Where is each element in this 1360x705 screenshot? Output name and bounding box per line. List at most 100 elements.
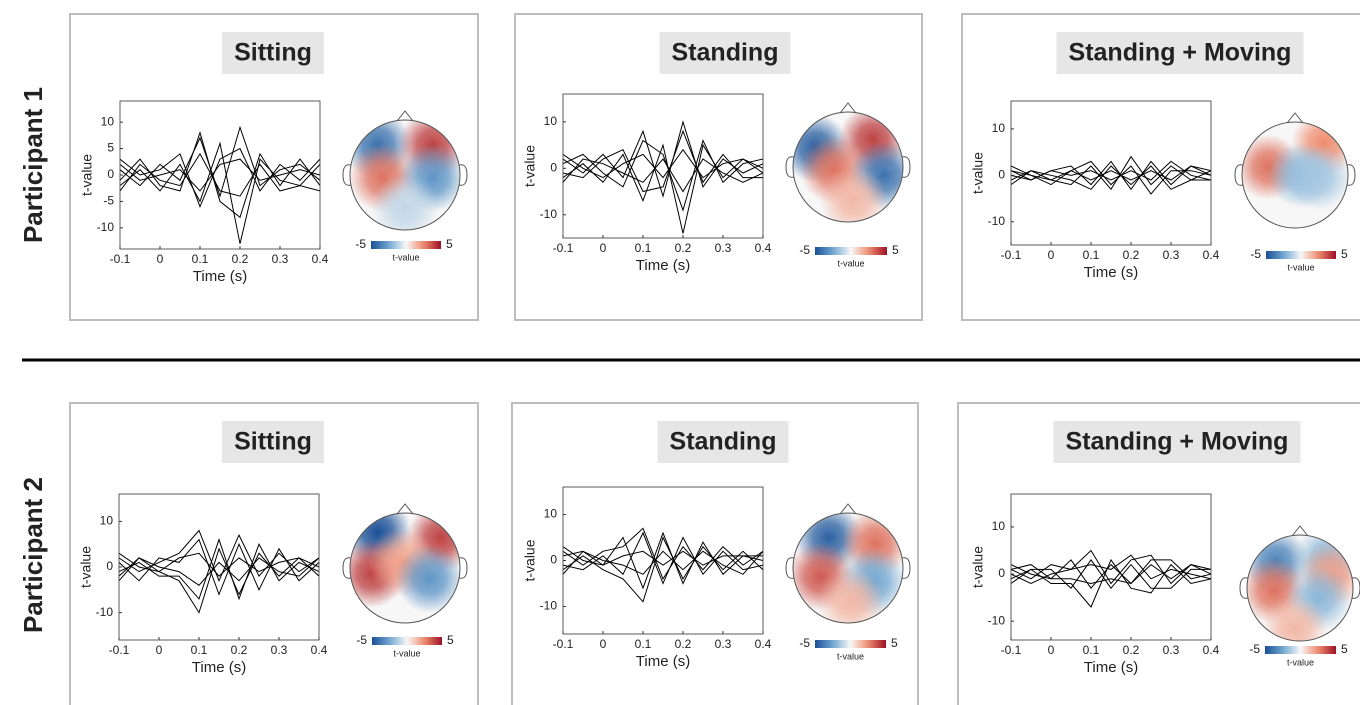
y-tick-label: 10 [101, 114, 115, 128]
y-tick-label: 0 [998, 167, 1005, 181]
topomap [793, 513, 903, 623]
colorbar [1266, 251, 1336, 259]
y-tick-label: 5 [107, 141, 114, 155]
x-axis-label: Time (s) [1084, 659, 1138, 676]
erp-line [120, 152, 320, 197]
erp-line [1011, 554, 1211, 585]
plot-area [119, 529, 319, 614]
x-tick-label: 0.3 [1163, 248, 1180, 262]
colorbar-tick-label: -5 [355, 237, 366, 251]
head-ear [1346, 164, 1356, 186]
erp-line [1011, 160, 1211, 195]
x-tick-label: 0 [156, 643, 163, 657]
erp-line [563, 120, 763, 199]
x-tick-label: 0.3 [715, 241, 732, 255]
y-axis-label: t-value [970, 152, 986, 194]
axes-box [1010, 100, 1212, 246]
x-tick-label: 0 [600, 241, 607, 255]
topomap [793, 112, 903, 222]
head-ear [901, 156, 911, 178]
erp-line [563, 546, 763, 566]
head-ear [785, 156, 795, 178]
topo-blob [395, 544, 460, 614]
erp-line [563, 536, 763, 603]
plot-area [120, 125, 320, 244]
erp-line [120, 125, 320, 198]
topo-blob [819, 165, 888, 222]
y-tick-label: -10 [988, 214, 1006, 228]
panel-title: Standing [670, 428, 777, 456]
head-ear [1239, 577, 1249, 599]
x-tick-label: 0.3 [271, 643, 288, 657]
colorbar-tick-label: 5 [891, 636, 898, 650]
head-outline [1241, 121, 1349, 229]
head-outline [349, 512, 461, 624]
x-axis-label: Time (s) [193, 268, 247, 285]
row-label: Participant 2 [18, 477, 48, 633]
y-axis-label: t-value [78, 546, 94, 588]
x-tick-label: 0.3 [272, 252, 289, 266]
colorbar-label: t-value [1287, 262, 1314, 272]
head-nose [839, 503, 857, 515]
x-tick-label: 0.2 [231, 643, 248, 657]
erp-line [1011, 559, 1211, 590]
plot-area [1011, 155, 1211, 195]
panel-frame [961, 13, 1360, 321]
colorbar-tick-label: 5 [892, 243, 899, 257]
y-tick-label: 0 [550, 160, 557, 174]
topomap [1242, 122, 1348, 211]
erp-line [119, 529, 319, 582]
panel-title: Sitting [234, 39, 312, 67]
row-label: Participant 1 [18, 87, 48, 243]
erp-line [119, 547, 319, 614]
head-ear [901, 557, 911, 579]
x-tick-label: -0.1 [1001, 248, 1022, 262]
title-background [1053, 421, 1301, 463]
erp-line [119, 538, 319, 596]
erp-line [119, 552, 319, 577]
colorbar-tick-label: -5 [1249, 642, 1260, 656]
panel-frame [69, 402, 479, 705]
erp-line [119, 538, 319, 601]
y-tick-label: -10 [988, 613, 1006, 627]
erp-line [120, 147, 320, 209]
topo-blob [816, 566, 885, 623]
y-tick-label: 0 [107, 167, 114, 181]
x-tick-label: 0.1 [635, 637, 652, 651]
x-tick-label: -0.1 [553, 637, 574, 651]
title-background [222, 421, 324, 463]
y-axis-label: t-value [522, 539, 538, 581]
erp-line [563, 158, 763, 193]
plot-area [1011, 549, 1211, 608]
x-tick-label: 0.2 [1123, 248, 1140, 262]
colorbar [815, 640, 886, 648]
x-tick-label: -0.1 [110, 252, 131, 266]
head-ear [342, 557, 352, 579]
head-outline [792, 111, 904, 223]
colorbar [815, 247, 887, 255]
panel-title: Standing [672, 39, 779, 67]
panel-title: Standing + Moving [1066, 428, 1289, 456]
topo-blob [1261, 594, 1328, 641]
erp-line [119, 557, 319, 586]
x-tick-label: 0 [600, 637, 607, 651]
head-ear [1234, 164, 1244, 186]
y-tick-label: 10 [992, 519, 1006, 533]
x-axis-label: Time (s) [192, 659, 246, 676]
head-nose [839, 102, 857, 114]
panel-frame [511, 402, 919, 705]
erp-line [563, 531, 763, 585]
y-tick-label: 0 [106, 559, 113, 573]
erp-line [563, 527, 763, 581]
plot-area [563, 527, 763, 603]
erp-line [563, 143, 763, 234]
x-tick-label: 0.4 [1203, 248, 1220, 262]
x-tick-label: 0.1 [635, 241, 652, 255]
x-tick-label: 0.2 [675, 637, 692, 651]
colorbar-tick-label: -5 [799, 243, 810, 257]
panel-frame [957, 402, 1360, 705]
title-background [657, 421, 789, 463]
x-tick-label: 0.3 [1163, 643, 1180, 657]
x-tick-label: 0.2 [675, 241, 692, 255]
